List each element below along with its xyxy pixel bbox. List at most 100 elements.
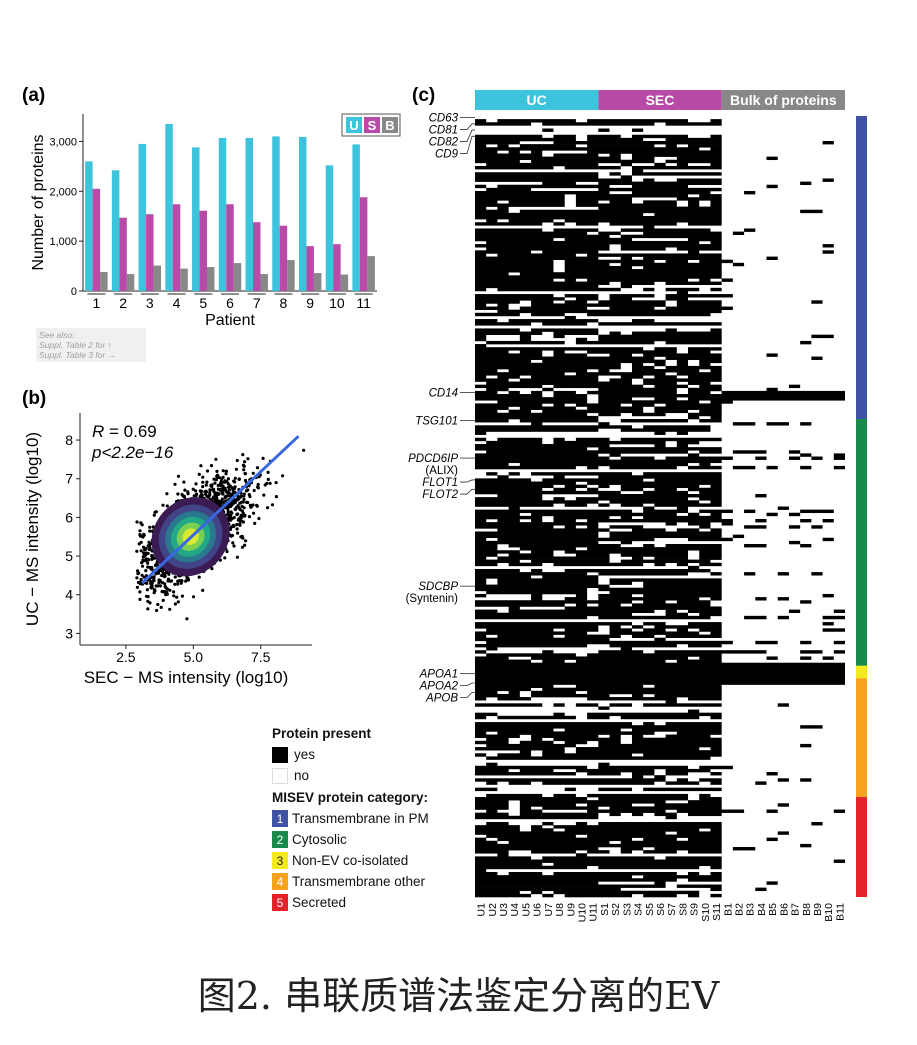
heatmap-cell-run — [531, 690, 576, 695]
heatmap-cell-run — [486, 781, 498, 785]
heatmap-cell-run — [598, 572, 689, 576]
heatmap-cell-run — [475, 768, 509, 773]
heatmap-cell-run — [519, 378, 599, 382]
heatmap-cell-run — [598, 822, 722, 826]
heatmap-cell-run — [833, 465, 845, 470]
scatter-point — [153, 563, 158, 568]
heatmap-cell-run — [587, 390, 677, 395]
scatter-point — [232, 479, 236, 483]
heatmap-cell-run — [598, 400, 700, 404]
heatmap-cell-run — [486, 737, 509, 742]
heatmap-cell-run — [564, 237, 632, 242]
scatter-chart: 2.5 5.0 7.5 3 4 5 6 7 8 SEC − MS intensity (log10… — [23, 413, 312, 687]
scatter-point — [208, 488, 212, 492]
heatmap-cell-run — [475, 515, 543, 520]
heatmap-cell-run — [497, 715, 576, 720]
heatmap-cell-run — [553, 403, 565, 407]
heatmap-cell-run — [519, 334, 532, 339]
heatmap-cell-run — [519, 209, 722, 214]
heatmap-cell-run — [531, 734, 599, 738]
scatter-point — [165, 590, 169, 594]
heatmap-cell-run — [631, 728, 722, 732]
scatter-point — [205, 480, 209, 484]
heatmap-cell-run — [732, 422, 756, 426]
heatmap-cell-run — [475, 631, 588, 635]
scatter-point — [224, 489, 228, 493]
heatmap-cell-run — [575, 497, 689, 501]
heatmap-cell-run — [475, 847, 599, 851]
heatmap-cell-run — [475, 462, 509, 467]
heatmap-cell-run — [542, 387, 554, 392]
bar-S-3 — [146, 214, 154, 291]
scatter-point — [146, 561, 150, 565]
heatmap-cell-run — [475, 453, 599, 457]
heatmap-cell-run — [519, 419, 599, 423]
heatmap-cell-run — [665, 259, 689, 264]
heatmap-cell-run — [643, 225, 655, 229]
heatmap-cell-run — [508, 840, 610, 845]
heatmap-cell-run — [598, 615, 711, 620]
heatmap-cell-run — [598, 797, 689, 801]
heatmap-cell-run — [710, 134, 722, 139]
heatmap-cell-run — [587, 772, 621, 776]
heatmap-cell-run — [710, 147, 722, 151]
heatmap-cell-run — [531, 390, 543, 395]
bar-S-7 — [252, 222, 261, 291]
heatmap-cell-run — [643, 515, 722, 520]
scatter-point — [138, 590, 142, 594]
heatmap-cell-run — [643, 506, 655, 510]
heatmap-cell-run — [598, 603, 621, 607]
heatmap-cell-run — [564, 269, 722, 273]
heatmap-cell-run — [609, 153, 621, 157]
scatter-point — [165, 492, 169, 496]
heatmap-cell-run — [475, 868, 487, 873]
bar-U-11 — [352, 144, 360, 291]
scatter-point — [228, 492, 232, 496]
scatter-point — [148, 529, 152, 533]
heatmap-cell-run — [475, 575, 532, 579]
bar-legend-swatch-B — [382, 117, 398, 133]
heatmap-cell-run — [811, 525, 823, 529]
heatmap-cell-run — [531, 825, 543, 829]
heatmap-cell-run — [822, 519, 834, 523]
row-label-cd9: CD9 — [435, 149, 459, 161]
heatmap-cell-run — [654, 487, 677, 492]
heatmap-cell-run — [475, 615, 588, 620]
heatmap-cell-run — [654, 562, 666, 567]
heatmap-cell-run — [475, 512, 520, 517]
heatmap-cell-run — [609, 590, 722, 595]
heatmap-cell-run — [475, 875, 632, 879]
scatter-point — [243, 478, 248, 483]
heatmap-cell-run — [665, 543, 722, 548]
scatter-point — [229, 525, 234, 529]
heatmap-cell-run — [475, 865, 588, 870]
heatmap-cell-run — [665, 122, 722, 126]
heatmap-cell-run — [497, 437, 543, 442]
heatmap-cell-run — [710, 240, 722, 245]
heatmap-cell-run — [486, 647, 498, 651]
bar-U-3 — [138, 143, 147, 291]
heatmap-cell-run — [609, 453, 621, 457]
row-label-leader — [460, 135, 475, 154]
heatmap-cell-run — [688, 709, 700, 713]
scatter-point — [227, 488, 231, 492]
heatmap-cell-run — [744, 572, 756, 576]
scatter-point — [213, 481, 217, 485]
heatmap-cell-run — [564, 606, 722, 610]
heatmap-cell-run — [475, 684, 554, 688]
heatmap-cell-run — [475, 334, 487, 339]
scatter-y-tick-label: 5 — [65, 548, 73, 564]
scatter-point — [149, 567, 153, 571]
heatmap-cell-run — [665, 294, 733, 298]
heatmap-cell-run — [688, 250, 700, 254]
heatmap-cell-run — [475, 840, 498, 845]
heatmap-cell-run — [475, 503, 554, 507]
heatmap-cell-run — [688, 222, 722, 226]
heatmap-cell-run — [486, 590, 588, 595]
scatter-point — [245, 500, 249, 504]
heatmap-cell-run — [497, 578, 599, 582]
heatmap-cell-run — [676, 178, 722, 182]
heatmap-cell-run — [575, 200, 599, 204]
heatmap-cell-run — [654, 375, 677, 379]
column-label-S3: S3 — [621, 903, 633, 916]
